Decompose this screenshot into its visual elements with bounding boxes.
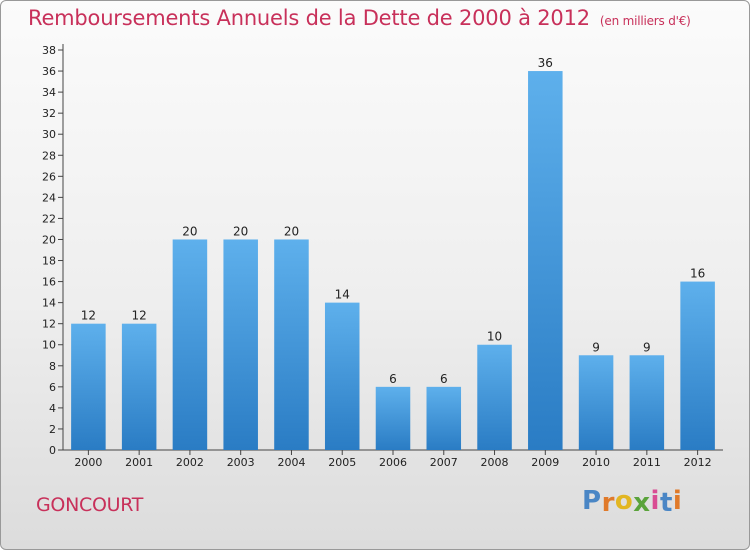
logo-letter: i (650, 486, 660, 516)
logo-letter: i (672, 486, 683, 516)
y-tick-label: 14 (42, 297, 56, 310)
bar (274, 239, 309, 450)
location-name: GONCOURT (36, 494, 144, 516)
y-tick-label: 16 (42, 276, 56, 289)
y-tick-label: 2 (49, 423, 56, 436)
bar (71, 323, 106, 450)
y-tick-label: 12 (42, 318, 56, 331)
bar (172, 239, 208, 450)
x-tick-label: 2006 (379, 456, 407, 469)
bar-value-label: 9 (592, 340, 600, 354)
bar-value-label: 9 (643, 340, 651, 354)
bar (629, 355, 665, 450)
bar (324, 302, 360, 450)
y-tick-label: 38 (42, 44, 56, 57)
bar-value-label: 12 (132, 309, 147, 323)
bar (528, 71, 563, 450)
y-tick-label: 36 (42, 65, 56, 78)
x-tick-label: 2005 (328, 456, 356, 469)
x-tick-label: 2000 (74, 456, 102, 469)
logo-letter: t (659, 488, 673, 518)
y-tick-label: 8 (49, 360, 56, 373)
bar (578, 355, 614, 450)
logo-letter: x (633, 488, 651, 518)
logo-letter: P (582, 486, 602, 516)
x-tick-label: 2008 (481, 456, 509, 469)
chart-unit: (en milliers d'€) (599, 14, 691, 28)
bar-value-label: 6 (440, 372, 448, 386)
x-tick-label: 2003 (227, 456, 255, 469)
y-tick-label: 24 (42, 191, 56, 204)
y-tick-label: 0 (49, 444, 56, 457)
bar (680, 281, 715, 450)
logo-letter: r (601, 488, 615, 518)
bar-value-label: 14 (335, 288, 350, 302)
y-tick-label: 10 (42, 339, 56, 352)
bar (121, 323, 157, 450)
proxiti-logo: Proxiti (582, 486, 683, 518)
bar-value-label: 16 (690, 267, 705, 281)
y-tick-label: 18 (42, 255, 56, 268)
y-tick-label: 6 (49, 381, 56, 394)
y-tick-label: 26 (42, 170, 56, 183)
x-tick-label: 2007 (430, 456, 458, 469)
x-tick-label: 2004 (277, 456, 305, 469)
y-tick-label: 22 (42, 212, 56, 225)
x-tick-label: 2012 (684, 456, 712, 469)
bar (375, 386, 411, 450)
x-tick-label: 2010 (582, 456, 610, 469)
bar (223, 239, 258, 450)
x-tick-label: 2001 (125, 456, 153, 469)
chart-title-text: Remboursements Annuels de la Dette de 20… (28, 6, 590, 30)
bar-value-label: 20 (182, 224, 197, 238)
chart-title: Remboursements Annuels de la Dette de 20… (28, 6, 691, 30)
bar (477, 344, 512, 450)
x-tick-label: 2009 (531, 456, 559, 469)
y-tick-label: 34 (42, 86, 56, 99)
bar-value-label: 20 (233, 224, 248, 238)
y-tick-label: 20 (42, 233, 56, 246)
y-tick-label: 30 (42, 128, 56, 141)
logo-letter: o (614, 486, 634, 516)
bar-value-label: 10 (487, 330, 502, 344)
bar-value-label: 36 (538, 56, 553, 70)
x-tick-label: 2011 (633, 456, 661, 469)
bar-value-label: 12 (81, 309, 96, 323)
bar (426, 386, 462, 450)
y-tick-label: 28 (42, 149, 56, 162)
y-tick-label: 32 (42, 107, 56, 120)
x-tick-label: 2002 (176, 456, 204, 469)
bar-value-label: 20 (284, 224, 299, 238)
y-tick-label: 4 (49, 402, 56, 415)
bar-value-label: 6 (389, 372, 397, 386)
